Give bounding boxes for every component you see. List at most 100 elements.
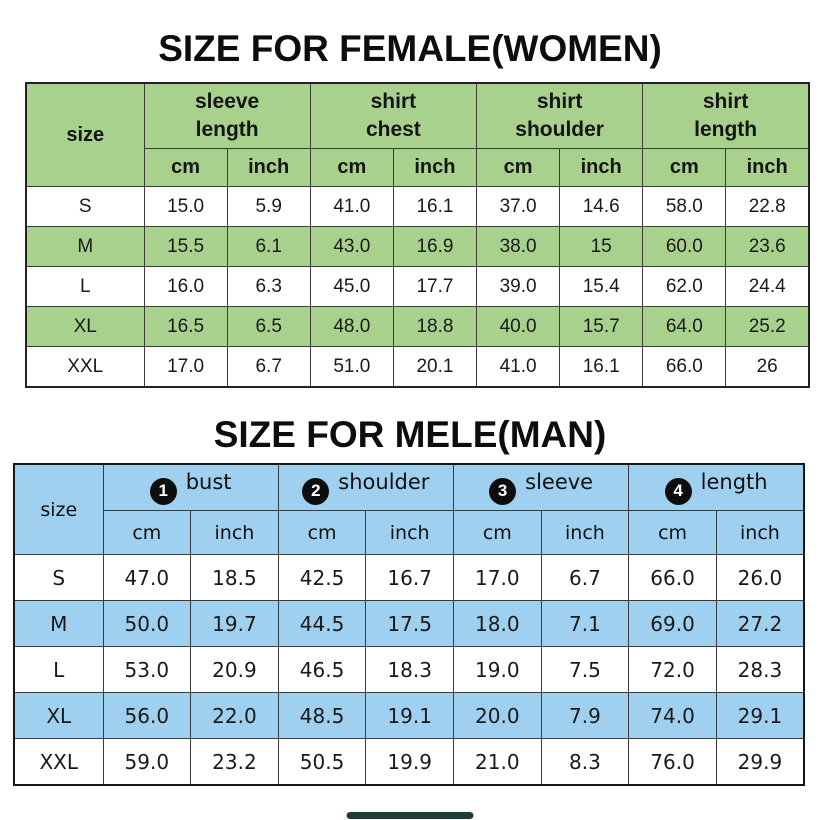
unit-header-cell: cm: [143, 148, 228, 187]
value-cell: 27.2: [715, 600, 805, 647]
value-cell: 15.7: [559, 306, 644, 347]
value-cell: 72.0: [628, 646, 717, 693]
male-group-header-row: size 1 bust 2 shoulder 3 sleeve 4 length: [13, 463, 805, 555]
circled-number-2-badge: 2: [302, 477, 330, 505]
value-cell: 29.1: [715, 692, 805, 739]
value-cell: 7.1: [540, 600, 630, 647]
row-size-label: S: [13, 554, 104, 601]
value-cell: 17.5: [365, 600, 454, 647]
unit-header-cell: inch: [559, 148, 644, 187]
group-header-shirt-length: shirt length: [642, 82, 810, 149]
group-header-bust: 1 bust: [102, 463, 279, 511]
value-cell: 6.7: [226, 346, 311, 388]
group-header-label: length: [700, 470, 768, 495]
value-cell: 41.0: [309, 186, 394, 227]
unit-header-cell: inch: [365, 510, 454, 555]
table-row: S 47.0 18.5 42.5 16.7 17.0 6.7 66.0 26.0: [13, 554, 805, 601]
value-cell: 15.4: [559, 266, 644, 307]
value-cell: 16.5: [143, 306, 228, 347]
value-cell: 39.0: [475, 266, 561, 307]
table-row: S 15.0 5.9 41.0 16.1 37.0 14.6 58.0 22.8: [25, 186, 810, 227]
unit-header-cell: cm: [642, 148, 727, 187]
value-cell: 15.5: [143, 226, 228, 267]
value-cell: 46.5: [277, 646, 367, 693]
male-size-chart-title: SIZE FOR MELE(MAN): [213, 414, 607, 455]
value-cell: 43.0: [309, 226, 394, 267]
group-header-sleeve: 3 sleeve: [452, 463, 630, 511]
circled-number-4-badge: 4: [664, 477, 692, 505]
value-cell: 53.0: [102, 646, 192, 693]
value-cell: 16.7: [365, 554, 454, 601]
group-header-shirt-chest: shirt chest: [309, 82, 478, 149]
value-cell: 44.5: [277, 600, 367, 647]
unit-header-cell: cm: [277, 510, 367, 555]
value-cell: 19.0: [453, 646, 542, 693]
row-size-label: L: [25, 266, 145, 307]
group-header-shirt-shoulder: shirt shoulder: [475, 82, 644, 149]
value-cell: 66.0: [628, 554, 717, 601]
value-cell: 17.0: [143, 346, 228, 388]
value-cell: 23.6: [725, 226, 810, 267]
value-cell: 28.3: [715, 646, 805, 693]
female-size-table: size sleeve length shirt chest shirt sho…: [25, 82, 810, 388]
value-cell: 29.9: [715, 738, 805, 786]
value-cell: 19.9: [365, 738, 454, 786]
value-cell: 60.0: [642, 226, 727, 267]
value-cell: 25.2: [725, 306, 810, 347]
row-size-label: XL: [13, 692, 104, 739]
group-header-sleeve-length: sleeve length: [143, 82, 311, 149]
value-cell: 74.0: [628, 692, 717, 739]
value-cell: 45.0: [309, 266, 394, 307]
value-cell: 69.0: [628, 600, 717, 647]
value-cell: 20.1: [392, 346, 478, 388]
table-row: XXL 59.0 23.2 50.5 19.9 21.0 8.3 76.0 29…: [13, 738, 805, 786]
size-column-header: size: [13, 463, 104, 555]
row-size-label: XL: [25, 306, 145, 347]
value-cell: 24.4: [725, 266, 810, 307]
value-cell: 50.0: [102, 600, 192, 647]
value-cell: 58.0: [642, 186, 727, 227]
table-row: L 16.0 6.3 45.0 17.7 39.0 15.4 62.0 24.4: [25, 266, 810, 307]
unit-header-cell: inch: [190, 510, 279, 555]
value-cell: 41.0: [475, 346, 561, 388]
row-size-label: S: [25, 186, 145, 227]
row-size-label: XXL: [25, 346, 145, 388]
unit-header-cell: inch: [540, 510, 630, 555]
value-cell: 64.0: [642, 306, 727, 347]
value-cell: 15: [559, 226, 644, 267]
value-cell: 23.2: [190, 738, 279, 786]
value-cell: 47.0: [102, 554, 192, 601]
value-cell: 6.7: [540, 554, 630, 601]
unit-header-cell: cm: [453, 510, 542, 555]
row-size-label: M: [25, 226, 145, 267]
value-cell: 66.0: [642, 346, 727, 388]
value-cell: 8.3: [540, 738, 630, 786]
value-cell: 50.5: [277, 738, 367, 786]
value-cell: 62.0: [642, 266, 727, 307]
group-header-length: 4 length: [628, 463, 805, 511]
female-size-chart-title: SIZE FOR FEMALE(WOMEN): [158, 28, 662, 69]
row-size-label: M: [13, 600, 104, 647]
value-cell: 15.0: [143, 186, 228, 227]
value-cell: 59.0: [102, 738, 192, 786]
group-header-shoulder: 2 shoulder: [277, 463, 455, 511]
value-cell: 18.8: [392, 306, 478, 347]
value-cell: 38.0: [475, 226, 561, 267]
value-cell: 48.5: [277, 692, 367, 739]
circled-number-1-badge: 1: [149, 477, 177, 505]
circled-number-3-badge: 3: [489, 477, 517, 505]
value-cell: 51.0: [309, 346, 394, 388]
size-column-header: size: [25, 82, 145, 187]
value-cell: 7.9: [540, 692, 630, 739]
unit-header-cell: cm: [628, 510, 717, 555]
value-cell: 20.0: [453, 692, 542, 739]
unit-header-cell: inch: [725, 148, 810, 187]
value-cell: 20.9: [190, 646, 279, 693]
value-cell: 16.9: [392, 226, 478, 267]
value-cell: 17.7: [392, 266, 478, 307]
value-cell: 56.0: [102, 692, 192, 739]
value-cell: 37.0: [475, 186, 561, 227]
unit-header-cell: cm: [102, 510, 192, 555]
value-cell: 40.0: [475, 306, 561, 347]
